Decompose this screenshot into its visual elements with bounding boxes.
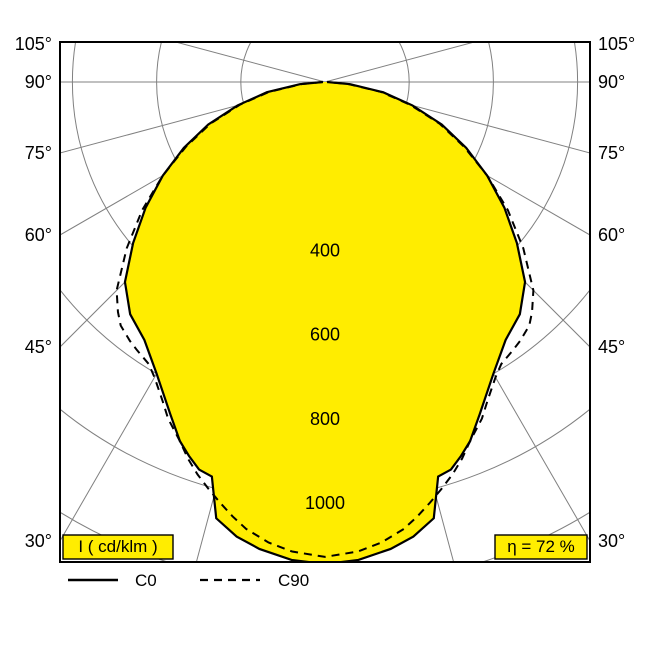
angle-label-right: 105° [598,34,635,54]
photometric-polar-diagram: 105° 105° 90° 90° 75° 75° 60° 60° 45° 45° 30° 30° 40… [0,0,650,650]
radial-label: 1000 [305,493,345,513]
angle-label-right: 90° [598,72,625,92]
angle-label-right: 30° [598,531,625,551]
radial-label: 800 [310,409,340,429]
radial-label: 600 [310,325,340,345]
angle-label-right: 60° [598,225,625,245]
efficiency-label: η = 72 % [507,537,575,556]
radial-label: 400 [310,240,340,260]
angle-label-left: 60° [25,225,52,245]
angle-label-right: 45° [598,337,625,357]
legend-c0-label: C0 [135,571,157,590]
angle-label-left: 105° [15,34,52,54]
c0-fill [125,82,525,564]
unit-label: I ( cd/klm ) [78,537,157,556]
angle-label-right: 75° [598,143,625,163]
angle-label-left: 90° [25,72,52,92]
legend-c90-label: C90 [278,571,309,590]
angle-label-left: 45° [25,337,52,357]
angle-label-left: 75° [25,143,52,163]
angle-label-left: 30° [25,531,52,551]
